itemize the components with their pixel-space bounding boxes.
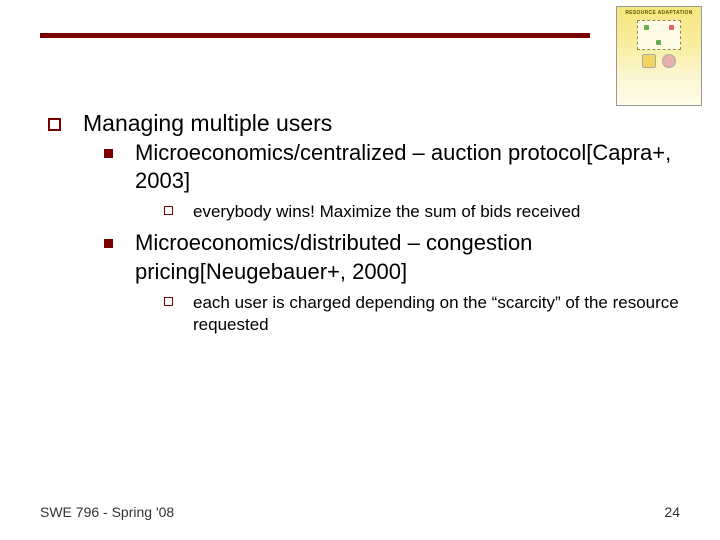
- badge-title: RESOURCE ADAPTATION: [621, 11, 697, 17]
- filled-square-icon: [104, 239, 113, 248]
- badge-mini-icon: [642, 54, 656, 68]
- hollow-square-small-icon: [164, 297, 173, 306]
- bullet-text: everybody wins! Maximize the sum of bids…: [193, 201, 580, 223]
- bullet-level3: everybody wins! Maximize the sum of bids…: [164, 201, 680, 223]
- slide-content: Managing multiple users Microeconomics/c…: [48, 110, 680, 342]
- bullet-level1: Managing multiple users: [48, 110, 680, 137]
- badge-mini-icon: [662, 54, 676, 68]
- bullet-level3: each user is charged depending on the “s…: [164, 292, 680, 336]
- bullet-level2: Microeconomics/centralized – auction pro…: [104, 139, 680, 195]
- bullet-text: Microeconomics/distributed – congestion …: [135, 229, 680, 285]
- filled-square-icon: [104, 149, 113, 158]
- bullet-text: each user is charged depending on the “s…: [193, 292, 680, 336]
- slide-footer: SWE 796 - Spring '08 24: [40, 504, 680, 520]
- footer-page-number: 24: [664, 504, 680, 520]
- badge-mini-icons: [621, 54, 697, 68]
- bullet-level2: Microeconomics/distributed – congestion …: [104, 229, 680, 285]
- slide: RESOURCE ADAPTATION Managing multiple us…: [0, 0, 720, 540]
- header-rule: [40, 33, 590, 38]
- hollow-square-small-icon: [164, 206, 173, 215]
- hollow-square-icon: [48, 118, 61, 131]
- bullet-text: Microeconomics/centralized – auction pro…: [135, 139, 680, 195]
- badge-diagram-icon: [637, 20, 681, 50]
- bullet-text: Managing multiple users: [83, 110, 332, 137]
- corner-badge: RESOURCE ADAPTATION: [616, 6, 702, 106]
- footer-left: SWE 796 - Spring '08: [40, 504, 174, 520]
